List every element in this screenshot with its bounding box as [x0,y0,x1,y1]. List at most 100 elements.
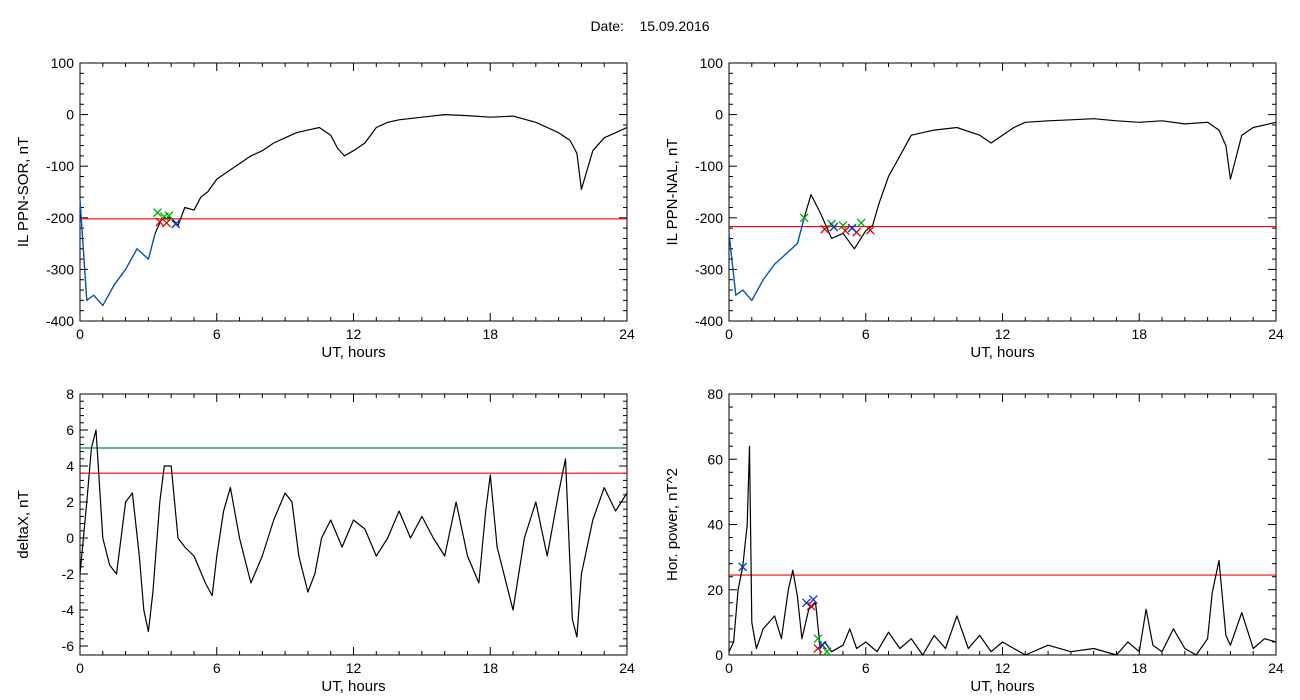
marker-stroke [820,224,830,234]
y-tick-label: 100 [51,55,75,71]
y-tick-label: 60 [707,451,723,467]
marker-stroke [822,647,832,657]
marker-stroke [829,222,839,232]
event-marker [840,226,850,236]
x-tick-label: 0 [725,326,733,342]
y-tick-label: -6 [62,638,75,654]
y-tick-label: 0 [66,107,74,123]
y-tick-label: -100 [46,158,74,174]
event-marker [153,208,162,218]
marker-stroke [840,226,850,236]
x-tick-label: 6 [213,326,221,342]
x-axis-label: UT, hours [321,678,385,695]
chart-panel-1: 0 6 12 18 24 -400 -300 -200 -100 0 100 UT, hours IL … [15,55,635,361]
series-line-1 [79,429,628,638]
y-tick-label: -100 [695,158,723,174]
y-tick-label: 4 [66,458,74,474]
event-marker [808,595,818,604]
chart-panel-2: 0 6 12 18 24 -400 -300 -200 -100 0 100 UT, hours IL … [664,55,1284,361]
x-tick-label: 0 [725,660,733,676]
event-marker [817,640,827,650]
y-axis-label: IL PPN-SOR, nT [15,137,32,247]
event-marker [847,223,857,233]
plot-frame [79,62,628,322]
y-tick-label: -2 [62,566,75,582]
y-tick-label: 0 [715,107,723,123]
event-marker [829,222,839,232]
plot-frame [79,393,628,656]
x-tick-label: 6 [213,660,221,676]
series-line-1 [79,113,628,307]
x-tick-label: 18 [1131,326,1147,342]
y-tick-label: 80 [707,386,723,402]
y-tick-label: -400 [46,313,74,329]
y-tick-label: -300 [695,261,723,277]
y-tick-label: -200 [695,210,723,226]
series-line-1 [728,118,1277,301]
marker-stroke [838,221,848,230]
event-marker [799,213,809,223]
x-tick-label: 6 [862,326,870,342]
marker-stroke [171,219,181,229]
y-axis-label: deltaX, nT [15,490,32,558]
marker-stroke [813,634,823,644]
marker-stroke [164,211,174,221]
marker-stroke [856,218,866,228]
date-label: Date: [590,18,624,34]
chart-panel-4: 0 6 12 18 24 0 20 40 60 80 UT, hours Hor. power, nT… [664,386,1284,695]
x-tick-label: 0 [76,326,84,342]
series-line-2 [728,217,805,301]
marker-stroke [738,562,748,572]
event-marker [738,562,748,572]
event-marker [164,211,174,221]
y-tick-label: -400 [695,313,723,329]
x-tick-label: 24 [1268,326,1284,342]
date-value: 15.09.2016 [639,18,710,34]
x-axis-label: UT, hours [970,344,1034,361]
y-axis-label: Hor. power, nT^2 [664,468,681,581]
x-tick-label: 0 [76,660,84,676]
x-tick-label: 12 [346,326,362,342]
y-tick-label: -200 [46,210,74,226]
y-tick-label: 100 [700,55,724,71]
event-marker [822,647,832,657]
event-marker [802,598,811,608]
x-tick-label: 12 [995,660,1011,676]
marker-stroke [852,227,862,237]
event-marker [856,218,866,228]
marker-stroke [847,223,857,233]
x-tick-label: 18 [1131,660,1147,676]
event-marker [865,225,875,235]
y-tick-label: -300 [46,261,74,277]
event-marker [162,218,172,228]
y-tick-label: 40 [707,517,723,533]
series-line-2 [79,199,156,307]
y-tick-label: 2 [66,494,74,510]
event-marker [171,219,181,229]
x-tick-label: 18 [482,326,498,342]
x-tick-label: 24 [619,660,635,676]
y-axis-label: IL PPN-NAL, nT [664,139,681,246]
y-tick-label: 0 [715,647,723,663]
y-tick-label: 6 [66,422,74,438]
marker-stroke [806,601,816,611]
plot-frame [728,62,1277,322]
x-axis-label: UT, hours [321,344,385,361]
marker-stroke [817,640,827,650]
y-tick-label: 0 [66,530,74,546]
marker-stroke [865,225,875,235]
marker-stroke [813,644,823,653]
figure-header: Date: 15.09.2016 [0,18,1300,34]
marker-stroke [802,598,811,608]
event-marker [838,221,848,230]
marker-stroke [153,208,162,218]
x-tick-label: 6 [862,660,870,676]
x-axis-label: UT, hours [970,678,1034,695]
x-tick-label: 24 [619,326,635,342]
event-marker [813,634,823,644]
event-marker [806,601,816,611]
event-marker [813,644,823,653]
marker-stroke [799,213,809,223]
